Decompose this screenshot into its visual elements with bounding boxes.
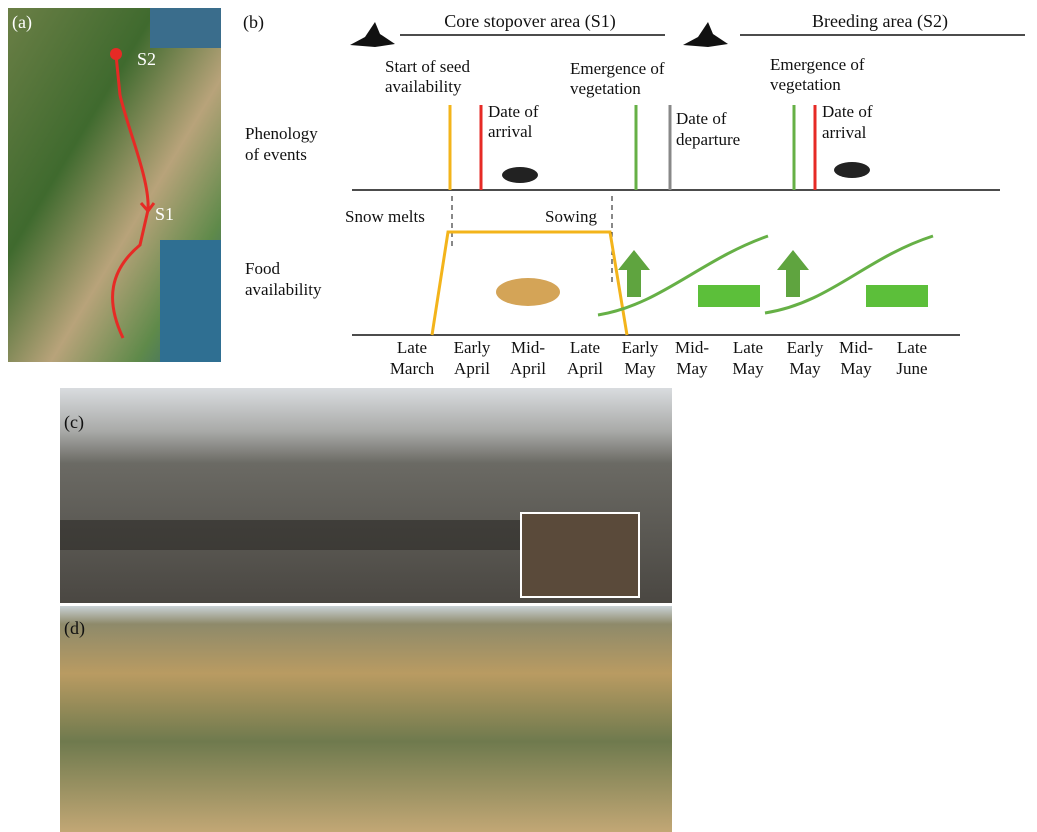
text-line: April: [454, 359, 490, 378]
text-line: Late: [733, 338, 763, 357]
text-line: Early: [454, 338, 491, 357]
text-line: Late: [397, 338, 427, 357]
panel-label: (b): [243, 12, 264, 33]
text-line: April: [510, 359, 546, 378]
text-line: April: [567, 359, 603, 378]
food-event: Snow melts: [345, 207, 425, 226]
text-line: arrival: [822, 123, 867, 142]
text-line: availability: [385, 77, 462, 96]
photo: [60, 606, 672, 832]
period-label: Mid- May: [839, 338, 873, 378]
panel-label: (c): [64, 412, 84, 433]
text-line: May: [732, 359, 764, 378]
row-label: Food availability: [245, 259, 322, 299]
text-line: Mid-: [675, 338, 709, 357]
panel-label: (a): [12, 12, 32, 33]
event-label: Date of arrival: [822, 102, 873, 142]
period-label: Early April: [454, 338, 491, 378]
text-line: Mid-: [511, 338, 545, 357]
period-label: Early May: [622, 338, 659, 378]
header: Core stopover area (S1): [444, 11, 615, 32]
text-line: March: [390, 359, 435, 378]
goose-icon: [502, 167, 538, 183]
site-marker: [110, 48, 122, 60]
period-label: Late May: [732, 338, 764, 378]
period-labels: Late March Early April Mid- April Late April…: [390, 338, 928, 378]
text-line: Emergence of: [770, 55, 865, 74]
text-line: arrival: [488, 122, 533, 141]
site-label: S1: [155, 204, 174, 224]
period-label: Mid- May: [675, 338, 709, 378]
arrow: [618, 250, 650, 297]
sea: [160, 240, 221, 362]
text-line: availability: [245, 280, 322, 299]
text-line: Emergence of: [570, 59, 665, 78]
text-line: Early: [622, 338, 659, 357]
text-line: May: [676, 359, 708, 378]
goose-icon: [683, 22, 728, 47]
panel-label: (d): [64, 618, 85, 639]
sea: [150, 8, 221, 48]
text-line: Late: [897, 338, 927, 357]
header: Breeding area (S2): [812, 11, 948, 32]
inset-photo: [521, 513, 639, 597]
goose-icon: [834, 162, 870, 178]
text-line: vegetation: [570, 79, 641, 98]
goose-icon: [350, 22, 395, 47]
grass-icon: [698, 285, 760, 307]
period-label: Late March: [390, 338, 435, 378]
text-line: departure: [676, 130, 740, 149]
text-line: Start of seed: [385, 57, 470, 76]
text-line: June: [896, 359, 927, 378]
seed-icon: [496, 278, 560, 306]
period-label: Late April: [567, 338, 603, 378]
site-label: S2: [137, 49, 156, 69]
food-event: Sowing: [545, 207, 597, 226]
period-label: Mid- April: [510, 338, 546, 378]
period-label: Early May: [787, 338, 824, 378]
text-line: of events: [245, 145, 307, 164]
event-label: Date of departure: [676, 109, 740, 149]
text-line: May: [789, 359, 821, 378]
text-line: Date of: [488, 102, 539, 121]
text-line: Late: [570, 338, 600, 357]
text-line: vegetation: [770, 75, 841, 94]
text-line: May: [840, 359, 872, 378]
row-label: Phenology of events: [245, 124, 318, 164]
text-line: Food: [245, 259, 280, 278]
figure: (a) S2 S1 (b) Core stopover area (S1) Br…: [0, 0, 1037, 832]
text-line: Mid-: [839, 338, 873, 357]
text-line: Early: [787, 338, 824, 357]
text-line: Phenology: [245, 124, 318, 143]
text-line: May: [624, 359, 656, 378]
text-line: Date of: [822, 102, 873, 121]
grass-icon: [866, 285, 928, 307]
period-label: Late June: [896, 338, 927, 378]
text-line: Date of: [676, 109, 727, 128]
arrow: [777, 250, 809, 297]
goose-flock: [60, 520, 520, 550]
